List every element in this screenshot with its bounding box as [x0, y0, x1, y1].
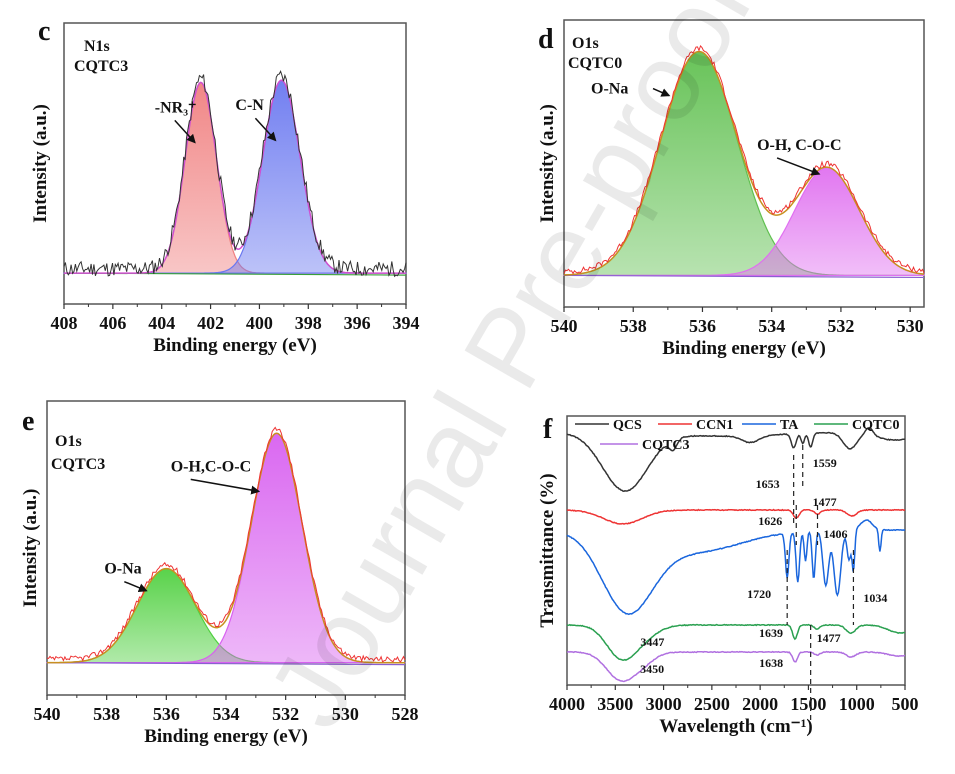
x-tick-label: 3500 [597, 694, 633, 714]
x-tick-label: 2000 [742, 694, 778, 714]
x-tick-label: 534 [758, 316, 785, 336]
peak-label: C-N [235, 97, 264, 114]
peak-annotation: 1639 [759, 626, 783, 640]
x-tick-label: 406 [99, 313, 126, 333]
x-tick-label: 500 [892, 694, 919, 714]
legend-label: CCN1 [696, 418, 733, 433]
x-tick-label: 540 [34, 704, 61, 724]
sample-label: CQTC3 [51, 456, 105, 473]
peak-label: O-H,C-O-C [171, 458, 251, 475]
series-ccn1 [566, 508, 906, 525]
series-cqtc0 [566, 623, 906, 661]
x-tick-label: 400 [246, 313, 273, 333]
x-tick-label: 404 [148, 313, 175, 333]
x-tick-label: 1500 [790, 694, 826, 714]
peak-annotation: 1638 [759, 656, 783, 670]
sample-label: CQTC0 [568, 55, 622, 72]
peak-annotation: 3450 [640, 662, 664, 676]
peak-label: -NR₃⁺ [155, 99, 197, 116]
panel-label: d [538, 24, 554, 55]
baseline [46, 662, 406, 666]
core-level-label: O1s [572, 35, 599, 52]
x-tick-label: 4000 [549, 694, 585, 714]
x-tick-label: 2500 [694, 694, 730, 714]
peak-annotation: 1477 [817, 631, 841, 645]
y-axis-label: Intensity (a.u.) [30, 104, 51, 223]
peak-label: O-Na [591, 81, 628, 98]
raw-spectrum [563, 44, 925, 275]
chart-panel-d: 540 538 536 534 532 530 Binding energy (eV) Int… [537, 19, 925, 359]
peak-arrow [190, 478, 261, 495]
panel-label: c [38, 16, 50, 47]
panel-label: e [22, 406, 34, 437]
baseline [563, 274, 925, 279]
peak-annotation: 1406 [824, 527, 848, 541]
chart-panel-c: 408 406 404 402 400 398 396 394 Binding energy (… [30, 16, 420, 356]
x-tick-label: 394 [393, 313, 420, 333]
legend: QCS CCN1 TA CQTC0 CQTC3 [575, 418, 899, 453]
peak-arrow [124, 580, 148, 592]
x-tick-label: 532 [827, 316, 854, 336]
x-tick-label: 3000 [646, 694, 682, 714]
x-tick-label: 536 [689, 316, 716, 336]
peak-annotation: 1626 [758, 514, 782, 528]
legend-label: TA [780, 418, 799, 433]
x-tick-label: 538 [93, 704, 120, 724]
peak-annotation: 1477 [813, 495, 837, 509]
x-tick-label: 402 [197, 313, 224, 333]
x-axis-label: Binding energy (eV) [144, 726, 308, 747]
x-axis-label: Binding energy (eV) [153, 335, 317, 356]
legend-label: CQTC3 [642, 438, 689, 453]
x-axis-label: Wavelength (cm⁻¹) [659, 716, 812, 737]
raw-spectrum [63, 69, 407, 278]
chart-panel-f: 4000 3500 3000 2500 2000 1500 1000 500 Wavelengt… [537, 414, 919, 737]
peak-label: O-Na [104, 561, 141, 578]
x-tick-label: 538 [620, 316, 647, 336]
fit-envelope [563, 50, 925, 276]
x-tick-label: 530 [332, 704, 359, 724]
x-tick-label: 396 [344, 313, 371, 333]
core-level-label: O1s [55, 433, 82, 450]
peak-arrow [652, 87, 671, 97]
series-qcs [566, 426, 906, 492]
peak-label: O-H, C-O-C [757, 137, 841, 154]
x-tick-label: 398 [295, 313, 322, 333]
series-ta [566, 519, 906, 616]
x-tick-label: 540 [551, 316, 578, 336]
x-tick-label: 536 [153, 704, 180, 724]
raw-spectrum [46, 426, 406, 663]
x-tick-label: 1000 [839, 694, 875, 714]
y-axis-label: Intensity (a.u.) [537, 104, 558, 223]
peak-annotation: 1559 [813, 456, 837, 470]
peak-annotation: 1653 [756, 477, 780, 491]
legend-label: QCS [613, 418, 642, 433]
core-level-label: N1s [84, 38, 110, 55]
peak-annotation: 1034 [863, 591, 887, 605]
series-cqtc3 [566, 650, 906, 683]
sample-label: CQTC3 [74, 58, 128, 75]
legend-label: CQTC0 [852, 418, 899, 433]
watermark: Journal Pre-proof [244, 0, 776, 747]
x-tick-label: 530 [897, 316, 924, 336]
y-axis-label: Intensity (a.u.) [20, 489, 41, 608]
x-tick-label: 528 [392, 704, 419, 724]
x-tick-label: 408 [51, 313, 78, 333]
peak-arrow [776, 157, 821, 176]
plot-frame [563, 19, 925, 308]
fit-envelope [47, 432, 405, 664]
peak-annotation: 3447 [640, 635, 664, 649]
x-axis-label: Binding energy (eV) [662, 338, 826, 359]
chart-panel-e: 540 538 536 534 532 530 528 Binding energy (eV)… [20, 400, 419, 747]
peak-arrow [254, 117, 277, 142]
y-axis-label: Transmittance (%) [537, 473, 558, 627]
peak-annotation: 1720 [747, 587, 771, 601]
x-tick-label: 534 [213, 704, 240, 724]
peak-arrow [174, 119, 196, 144]
x-tick-label: 532 [272, 704, 299, 724]
panel-label: f [543, 414, 553, 445]
